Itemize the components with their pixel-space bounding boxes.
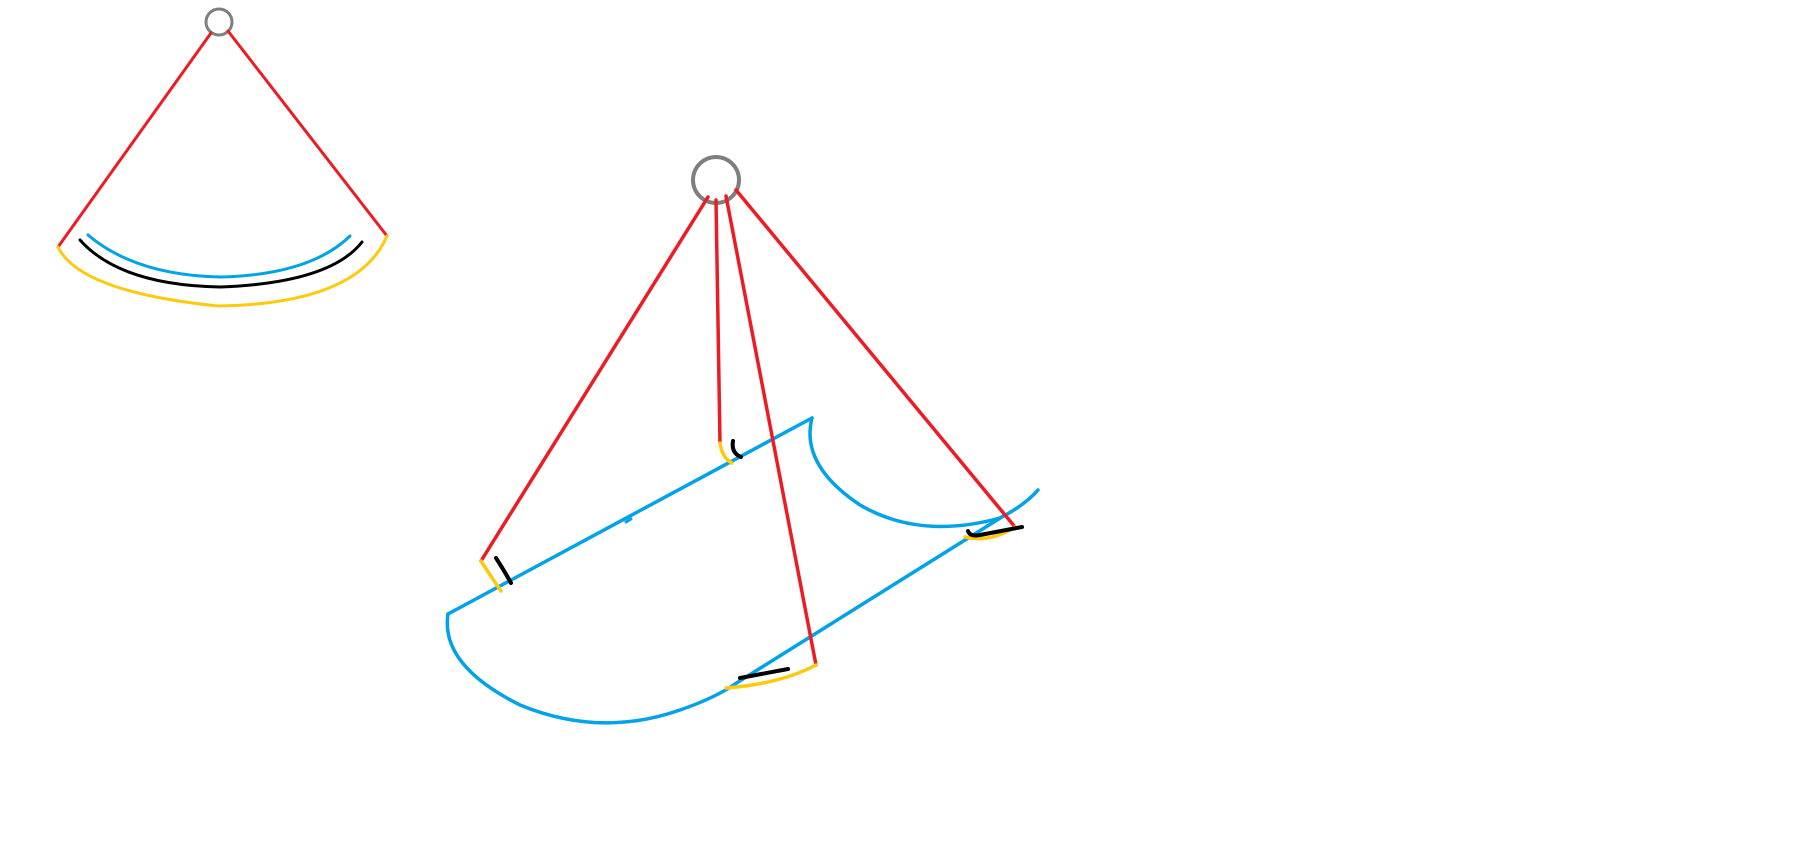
blue-top-edge <box>446 416 814 616</box>
blue-small-semicircle <box>808 416 1040 529</box>
large-cone-center-line-2 <box>724 194 818 667</box>
small-cone-left-side <box>56 31 213 249</box>
small-cone-right-side <box>226 29 389 238</box>
black-mark-center-top <box>730 439 743 459</box>
large-cone-right-side <box>734 188 1017 529</box>
yellow-arc-bottom <box>724 663 818 690</box>
blue-tick-mark <box>624 517 633 524</box>
large-cone <box>445 155 1040 725</box>
small-cone-inner-arc-black <box>78 238 364 289</box>
blue-bottom-edge <box>733 513 1007 686</box>
small-cone-inner-arc-blue <box>86 233 352 279</box>
black-mark-right <box>966 525 1024 538</box>
black-mark-left <box>494 556 513 585</box>
yellow-arc-center-top <box>718 441 734 465</box>
small-cone-base-arc-yellow <box>56 234 389 308</box>
yellow-arc-left <box>479 559 503 593</box>
small-cone <box>56 7 389 308</box>
black-mark-bottom <box>738 667 790 680</box>
small-apex-circle <box>204 7 234 37</box>
large-cone-left-side <box>479 195 710 563</box>
blue-large-semicircle <box>445 612 737 725</box>
large-cone-center-line-1 <box>714 198 722 445</box>
large-apex-circle <box>691 155 741 205</box>
